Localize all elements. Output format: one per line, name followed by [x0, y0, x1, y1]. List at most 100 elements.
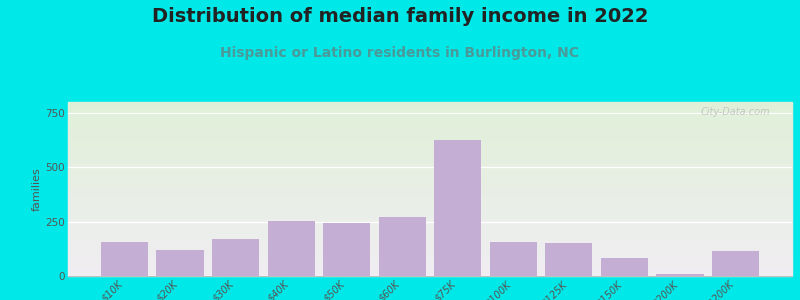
Bar: [68, 189, 792, 190]
Bar: [323, 223, 370, 276]
Bar: [68, 212, 792, 213]
Bar: [68, 105, 792, 106]
Bar: [68, 261, 792, 262]
Bar: [68, 180, 792, 181]
Bar: [68, 242, 792, 243]
Bar: [712, 251, 759, 276]
Bar: [68, 211, 792, 212]
Bar: [68, 114, 792, 115]
Bar: [68, 196, 792, 197]
Bar: [68, 161, 792, 162]
Bar: [68, 248, 792, 249]
Bar: [68, 199, 792, 200]
Bar: [68, 204, 792, 205]
Bar: [68, 102, 792, 103]
Bar: [68, 167, 792, 168]
Bar: [68, 227, 792, 228]
Bar: [68, 186, 792, 187]
Bar: [68, 219, 792, 220]
Bar: [68, 110, 792, 111]
Bar: [68, 208, 792, 209]
Bar: [68, 210, 792, 211]
Bar: [68, 155, 792, 156]
Bar: [68, 271, 792, 272]
Bar: [68, 156, 792, 157]
Bar: [68, 151, 792, 152]
Bar: [68, 268, 792, 269]
Bar: [68, 164, 792, 165]
Bar: [68, 163, 792, 164]
Bar: [68, 236, 792, 237]
Bar: [546, 243, 593, 276]
Bar: [68, 215, 792, 216]
Bar: [68, 113, 792, 114]
Bar: [68, 103, 792, 104]
Bar: [68, 154, 792, 155]
Bar: [68, 239, 792, 240]
Bar: [68, 203, 792, 204]
Bar: [68, 231, 792, 232]
Bar: [68, 238, 792, 239]
Bar: [68, 150, 792, 151]
Bar: [68, 190, 792, 191]
Bar: [68, 275, 792, 276]
Bar: [68, 263, 792, 264]
Bar: [68, 104, 792, 105]
Bar: [68, 228, 792, 229]
Bar: [68, 148, 792, 149]
Bar: [68, 191, 792, 192]
Bar: [68, 121, 792, 122]
Bar: [68, 168, 792, 169]
Bar: [68, 185, 792, 186]
Bar: [68, 153, 792, 154]
Bar: [68, 145, 792, 146]
Bar: [68, 136, 792, 137]
Bar: [68, 195, 792, 196]
Bar: [68, 266, 792, 267]
Bar: [434, 140, 482, 276]
Bar: [68, 176, 792, 177]
Bar: [68, 209, 792, 210]
Bar: [68, 122, 792, 123]
Bar: [68, 262, 792, 263]
Bar: [68, 220, 792, 221]
Bar: [68, 119, 792, 120]
Bar: [68, 221, 792, 222]
Bar: [68, 272, 792, 273]
Bar: [68, 162, 792, 163]
Bar: [68, 129, 792, 130]
Text: City-Data.com: City-Data.com: [701, 107, 770, 117]
Bar: [490, 242, 537, 276]
Bar: [68, 217, 792, 218]
Bar: [68, 241, 792, 242]
Bar: [68, 245, 792, 246]
Bar: [68, 232, 792, 233]
Bar: [68, 112, 792, 113]
Bar: [68, 253, 792, 254]
Bar: [68, 106, 792, 107]
Bar: [68, 135, 792, 136]
Bar: [68, 223, 792, 224]
Bar: [68, 174, 792, 175]
Bar: [68, 181, 792, 182]
Bar: [68, 267, 792, 268]
Bar: [157, 250, 204, 276]
Bar: [68, 246, 792, 247]
Bar: [68, 201, 792, 202]
Bar: [68, 109, 792, 110]
Bar: [68, 165, 792, 166]
Bar: [68, 187, 792, 188]
Bar: [68, 172, 792, 173]
Bar: [68, 166, 792, 167]
Bar: [68, 224, 792, 225]
Bar: [68, 274, 792, 275]
Bar: [68, 142, 792, 143]
Bar: [68, 152, 792, 153]
Bar: [68, 258, 792, 259]
Bar: [68, 237, 792, 238]
Bar: [68, 214, 792, 215]
Bar: [68, 116, 792, 117]
Bar: [68, 226, 792, 227]
Bar: [68, 139, 792, 140]
Bar: [68, 146, 792, 147]
